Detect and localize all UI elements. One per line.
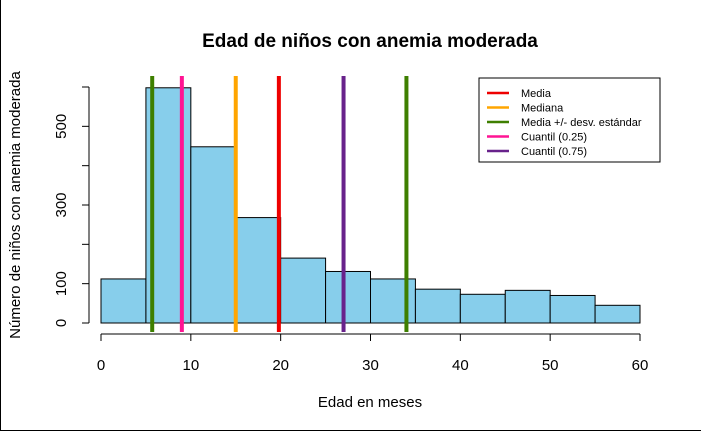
x-axis: 0 10 20 30 40 50 60 <box>97 333 649 374</box>
histogram-bar <box>594 304 641 324</box>
x-tick-label: 50 <box>542 357 559 374</box>
y-axis-label: Número de niños con anemia moderada <box>7 71 24 339</box>
histogram-bar <box>370 278 416 324</box>
y-tick-label: 500 <box>53 114 70 139</box>
y-tick-label: 100 <box>53 271 70 296</box>
legend-label: Media <box>521 88 552 100</box>
bars-layer <box>100 87 641 324</box>
x-tick-label: 0 <box>97 357 105 374</box>
histogram-bar <box>100 278 147 324</box>
legend-label: Cuantil (0.75) <box>521 146 587 158</box>
histogram-bar <box>235 217 282 324</box>
histogram-bar <box>504 289 551 324</box>
y-tick-label: 0 <box>53 319 70 327</box>
legend-label: Cuantil (0.25) <box>521 132 587 144</box>
histogram-bar <box>280 257 327 324</box>
x-tick-label: 40 <box>452 357 469 374</box>
x-tick-label: 20 <box>272 357 289 374</box>
histogram-bar <box>549 294 596 324</box>
chart-title: Edad de niños con anemia moderada <box>202 31 538 52</box>
legend-label: Mediana <box>521 103 564 115</box>
x-tick-label: 60 <box>632 357 649 374</box>
x-tick-label: 10 <box>182 357 199 374</box>
legend-box <box>478 77 661 163</box>
reference-lines-layer <box>150 76 409 332</box>
legend-label: Media +/- desv. estándar <box>521 117 642 129</box>
histogram-bar <box>459 293 506 324</box>
histogram-bar <box>414 288 461 324</box>
histogram-bar <box>325 270 372 324</box>
y-tick-label: 300 <box>53 192 70 217</box>
x-axis-label: Edad en meses <box>318 394 422 411</box>
legend: Media Mediana Media +/- desv. estándar Cuan… <box>478 77 661 163</box>
x-tick-label: 30 <box>362 357 379 374</box>
y-axis: 0 100 300 500 <box>53 86 90 327</box>
histogram-bar <box>190 146 237 324</box>
